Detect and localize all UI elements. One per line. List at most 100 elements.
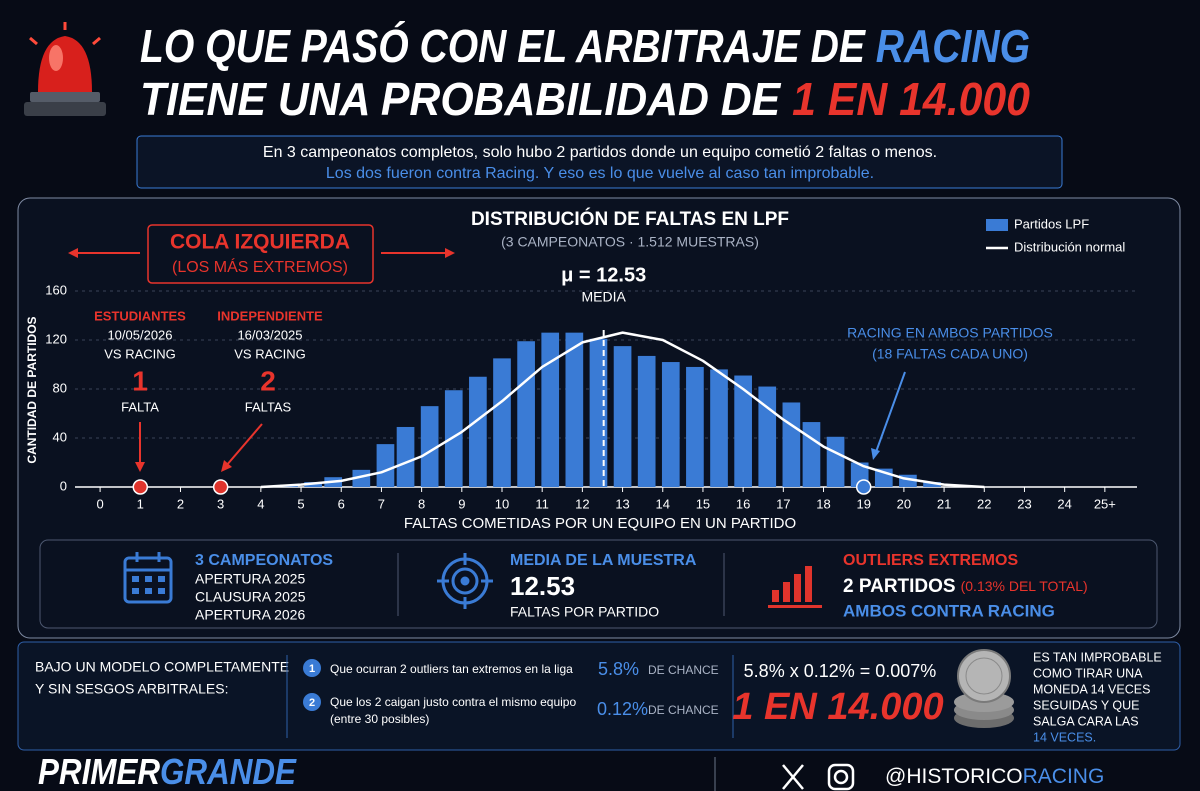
- annotation: 16/03/2025: [237, 327, 302, 342]
- bars-icon: [768, 566, 822, 608]
- item-chance: 5.8%: [598, 659, 639, 679]
- legend-label: Partidos LPF: [1014, 216, 1089, 231]
- x-tick-label: 16: [736, 496, 750, 511]
- stat-note: (0.13% DEL TOTAL): [961, 578, 1088, 594]
- outlier-marker: [132, 479, 149, 495]
- annotation-arrow: [225, 423, 263, 467]
- stat-line: APERTURA 2026: [195, 607, 305, 623]
- x-tick-label: 8: [418, 496, 425, 511]
- stat-caption: FALTAS POR PARTIDO: [510, 604, 659, 620]
- brand-part: GRANDE: [160, 751, 297, 791]
- item-badge: [303, 693, 321, 711]
- coin-text: ES TAN IMPROBABLE: [1033, 650, 1162, 664]
- y-tick-label: 120: [45, 331, 67, 346]
- target-icon: [437, 553, 493, 609]
- stat-title: MEDIA DE LA MUESTRA: [510, 552, 697, 569]
- legend-label: Distribución normal: [1014, 239, 1125, 254]
- stat-line: CLAUSURA 2025: [195, 589, 306, 605]
- bar: [613, 346, 632, 487]
- annotation: 2: [260, 365, 276, 396]
- bar: [661, 362, 680, 487]
- x-tick-label: 14: [656, 496, 670, 511]
- stat-caption: AMBOS CONTRA RACING: [843, 601, 1055, 620]
- x-tick-label: 25+: [1094, 496, 1116, 511]
- bar: [802, 422, 821, 487]
- item-chance: 0.12%: [597, 699, 648, 719]
- x-icon[interactable]: [782, 764, 804, 790]
- annotation: (18 FALTAS CADA UNO): [872, 346, 1028, 362]
- brand: PRIMERGRANDE: [38, 751, 297, 791]
- arrow-head: [221, 460, 232, 472]
- bar: [923, 482, 941, 487]
- bar: [352, 469, 371, 487]
- outlier-marker: [212, 479, 229, 495]
- siren-icon: [24, 22, 106, 116]
- summary-box: [136, 135, 1063, 189]
- handle[interactable]: @HISTORICORACING: [885, 765, 1104, 788]
- x-tick-label: 4: [257, 496, 264, 511]
- x-tick-label: 22: [977, 496, 991, 511]
- item-suffix: DE CHANCE: [648, 703, 719, 717]
- callout-title: COLA IZQUIERDA: [170, 231, 350, 254]
- item-badge: [303, 659, 321, 677]
- x-tick-label: 10: [495, 496, 509, 511]
- bar: [469, 376, 487, 487]
- y-tick-label: 40: [53, 429, 67, 444]
- bar: [444, 390, 463, 487]
- x-tick-label: 5: [297, 496, 304, 511]
- bar: [826, 436, 845, 487]
- x-tick-label: 11: [535, 496, 549, 511]
- x-tick-label: 19: [856, 496, 870, 511]
- annotation: INDEPENDIENTE: [217, 308, 323, 323]
- bar: [782, 402, 801, 487]
- coin-text: SEGUIDAS Y QUE: [1033, 698, 1140, 712]
- item-suffix: DE CHANCE: [648, 663, 719, 677]
- item-number: 2: [309, 697, 315, 709]
- bar: [686, 366, 704, 487]
- x-tick-label: 21: [937, 496, 951, 511]
- stat-value-line: 2 PARTIDOS (0.13% DEL TOTAL): [843, 576, 1088, 597]
- stat-line: APERTURA 2025: [195, 571, 305, 587]
- x-tick-label: 2: [177, 496, 184, 511]
- bar: [541, 332, 560, 487]
- x-tick-label: 13: [615, 496, 629, 511]
- brand-part: PRIMER: [38, 751, 160, 791]
- item-number: 1: [309, 663, 315, 675]
- title-line: LO QUE PASÓ CON EL ARBITRAJE DE RACING: [140, 20, 1030, 72]
- instagram-icon[interactable]: [827, 763, 855, 791]
- coin-text: SALGA CARA LAS: [1033, 714, 1139, 728]
- mean-sublabel: MEDIA: [582, 289, 627, 305]
- x-tick-label: 24: [1057, 496, 1071, 511]
- x-tick-label: 0: [96, 496, 103, 511]
- summary-text: Los dos fueron contra Racing. Y eso es l…: [326, 165, 874, 182]
- stats-box: [39, 539, 1158, 629]
- x-axis-label: FALTAS COMETIDAS POR UN EQUIPO EN UN PAR…: [404, 515, 796, 532]
- stat-value: 2 PARTIDOS: [843, 576, 956, 597]
- legend-swatch: [986, 219, 1008, 231]
- coin-text: COMO TIRAR UNA: [1033, 666, 1143, 680]
- model-intro: Y SIN SESGOS ARBITRALES:: [35, 681, 228, 697]
- annotation: 1: [132, 365, 148, 396]
- summary-text: En 3 campeonatos completos, solo hubo 2 …: [263, 144, 937, 161]
- bar: [565, 332, 584, 487]
- y-axis-label: CANTIDAD DE PARTIDOS: [25, 316, 39, 463]
- annotation: FALTA: [121, 399, 159, 414]
- callout: [68, 224, 455, 284]
- coin-text: 14 VECES.: [1033, 730, 1096, 744]
- title-highlight: 1 EN 14.000: [792, 73, 1030, 125]
- annotation: RACING EN AMBOS PARTIDOS: [847, 325, 1053, 341]
- item-text: Que ocurran 2 outliers tan extremos en l…: [330, 662, 573, 676]
- stat-title: 3 CAMPEONATOS: [195, 552, 333, 569]
- x-tick-label: 12: [575, 496, 589, 511]
- annotation: FALTAS: [245, 399, 292, 414]
- outlier-marker: [855, 479, 872, 495]
- stat-value: 12.53: [510, 571, 575, 601]
- callout-subtitle: (LOS MÁS EXTREMOS): [172, 257, 348, 276]
- x-tick-label: 9: [458, 496, 465, 511]
- annotation: VS RACING: [234, 346, 306, 361]
- annotation: 10/05/2026: [107, 327, 172, 342]
- model-intro: BAJO UN MODELO COMPLETAMENTE: [35, 659, 289, 675]
